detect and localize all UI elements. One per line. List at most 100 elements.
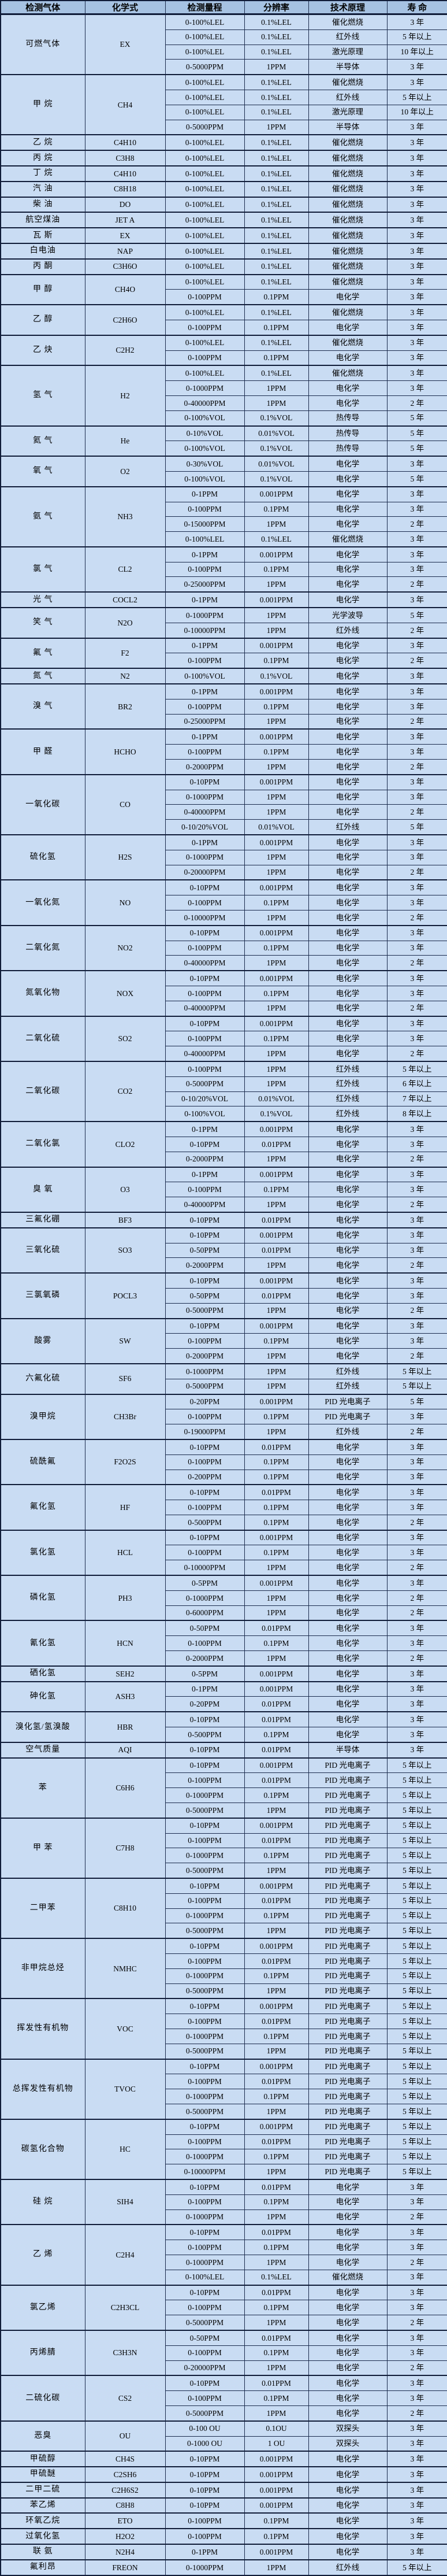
range-cell: 0-100PPM (165, 698, 245, 715)
range-cell: 0-5000PPM (165, 1863, 245, 1879)
gas-name-cell: 甲硫醚 (0, 2466, 85, 2483)
table-row: 0-10000PPM 1PPM PID 光电离子 5 年以上 (1, 2164, 447, 2180)
principle-cell: 电化学 (308, 849, 388, 865)
resolution-cell: 0.01PPM (244, 1711, 309, 1728)
range-cell: 0-5000PPM (165, 2103, 245, 2120)
range-cell: 0-100%LEL (165, 365, 245, 382)
range-cell: 0-100PPM (165, 1333, 245, 1349)
lifespan-cell: 2 年 (386, 2405, 447, 2422)
lifespan-cell: 3 年 (386, 365, 447, 382)
range-cell: 0-25000PPM (165, 576, 245, 593)
principle-cell: 电化学 (308, 2254, 388, 2270)
formula-cell: SEH2 (84, 1665, 166, 1682)
principle-cell: 红外线 (308, 29, 388, 45)
resolution-cell: 1PPM (244, 1590, 309, 1606)
lifespan-cell: 3 年 (386, 591, 447, 608)
range-cell: 0-100%LEL (165, 242, 245, 260)
lifespan-cell: 5 年以上 (386, 2134, 447, 2150)
resolution-cell: 1PPM (244, 576, 309, 593)
lifespan-cell: 5 年以上 (386, 2058, 447, 2075)
table-row: 0-100PPM 0.1PPM 电化学 3 年 (1, 986, 447, 1001)
resolution-cell: 1PPM (244, 1046, 309, 1062)
lifespan-cell: 3 年 (386, 683, 447, 699)
principle-cell: PID 光电离子 (308, 1968, 388, 1984)
lifespan-cell: 2 年 (386, 1302, 447, 1319)
formula-cell: C3H3N (84, 2329, 166, 2376)
range-cell: 0-100PPM (165, 1772, 245, 1789)
principle-cell: 催化燃烧 (308, 13, 388, 30)
gas-name-cell: 磷化氢 (0, 1575, 85, 1621)
principle-cell: PID 光电离子 (308, 2043, 388, 2060)
gas-name-cell: 恶臭 (0, 2420, 85, 2452)
principle-cell: 电化学 (308, 895, 388, 911)
principle-cell: 电化学 (308, 864, 388, 880)
resolution-cell: 0.1%LEL (244, 44, 309, 60)
formula-cell: OU (84, 2420, 166, 2452)
lifespan-cell: 2 年 (386, 910, 447, 926)
lifespan-cell: 5 年以上 (386, 1938, 447, 1955)
principle-cell: PID 光电离子 (308, 1757, 388, 1774)
gas-name-cell: 丙 烷 (0, 150, 85, 166)
formula-cell: PH3 (84, 1575, 166, 1621)
formula-cell: NO (84, 879, 166, 926)
gas-name-cell: 氮 气 (0, 668, 85, 684)
range-cell: 0-1PPM (165, 1121, 245, 1137)
lifespan-cell: 5 年以上 (386, 1363, 447, 1379)
gas-name-cell: 硫酰氟 (0, 1438, 85, 1485)
formula-cell: C2H2 (84, 334, 166, 366)
resolution-cell: 0.1%LEL (244, 273, 309, 290)
resolution-cell: 1PPM (244, 910, 309, 926)
principle-cell: 半导体 (308, 119, 388, 135)
lifespan-cell: 3 年 (386, 546, 447, 562)
resolution-cell: 0.1%LEL (244, 212, 309, 228)
table-row: 0-100PPM 0.1PPM 电化学 3 年 (1, 319, 447, 336)
range-cell: 0-1000PPM (165, 2209, 245, 2225)
table-row: 0-100PPM 0.01PPM PID 光电离子 5 年以上 (1, 1953, 447, 1969)
lifespan-cell: 5 年以上 (386, 1878, 447, 1894)
resolution-cell: 0.1%LEL (244, 227, 309, 244)
table-row: 0-5000PPM 1PPM 红外线 6 年以上 (1, 1076, 447, 1092)
range-cell: 0-1PPM (165, 1681, 245, 1697)
principle-cell: 电化学 (308, 576, 388, 593)
table-row: 乙 烯 C2H4 0-10PPM 0.01PPM 电化学 3 年 (0, 2224, 447, 2286)
table-row: 氯乙烯 C2H3CL 0-10PPM 0.01PPM 电化学 3 年 (0, 2284, 447, 2331)
resolution-cell: 0.01PPM (244, 1772, 309, 1789)
resolution-cell: 1PPM (244, 849, 309, 865)
lifespan-cell: 3 年 (386, 1242, 447, 1259)
lifespan-cell: 2 年 (386, 653, 447, 669)
table-row: 二甲苯 C8H10 0-10PPM 0.001PPM PID 光电离子 5 年以上 (0, 1878, 447, 1939)
range-cell: 0-100PPM (165, 895, 245, 911)
resolution-cell: 1PPM (244, 955, 309, 971)
lifespan-cell: 3 年 (386, 879, 447, 896)
range-cell: 0-2000PPM (165, 1257, 245, 1274)
formula-cell: NAP (84, 242, 166, 260)
resolution-cell: 0.1PPM (244, 653, 309, 669)
range-cell: 0-100PPM (165, 653, 245, 669)
resolution-cell: 0.1%LEL (244, 2269, 309, 2286)
principle-cell: 电化学 (308, 319, 388, 336)
principle-cell: PID 光电离子 (308, 2058, 388, 2075)
principle-cell: 激光原理 (308, 44, 388, 60)
resolution-cell: 0.1PPM (244, 289, 309, 305)
principle-cell: PID 光电离子 (308, 1953, 388, 1969)
range-cell: 0-10000PPM (165, 622, 245, 639)
table-row: 氮 气 N2 0-100%VOL 0.1%VOL 电化学 3 年 (0, 668, 447, 684)
principle-cell: 电化学 (308, 1681, 388, 1697)
resolution-cell: 0.1%LEL (244, 304, 309, 320)
formula-cell: CLO2 (84, 1121, 166, 1168)
lifespan-cell: 5 年 (386, 425, 447, 442)
gas-name-cell: 甲 苯 (0, 1817, 85, 1879)
formula-cell: NOX (84, 970, 166, 1017)
resolution-cell: 0.001PPM (244, 2481, 309, 2499)
principle-cell: 红外线 (308, 819, 388, 835)
resolution-cell: 0.001PPM (244, 2058, 309, 2075)
lifespan-cell: 3 年 (386, 637, 447, 654)
table-row: 0-10/20%VOL 0.01%VOL 红外线 5 年 (1, 819, 447, 835)
table-row: 0-40000PPM 1PPM 电化学 2 年 (1, 1000, 447, 1017)
resolution-cell: 1PPM (244, 516, 309, 532)
range-cell: 0-10PPM (165, 2375, 245, 2392)
resolution-cell: 0.001PPM (244, 486, 309, 502)
gas-name-cell: 一氧化碳 (0, 773, 85, 835)
resolution-cell: 0.1%LEL (244, 196, 309, 213)
range-cell: 0-100PPM (165, 1500, 245, 1515)
